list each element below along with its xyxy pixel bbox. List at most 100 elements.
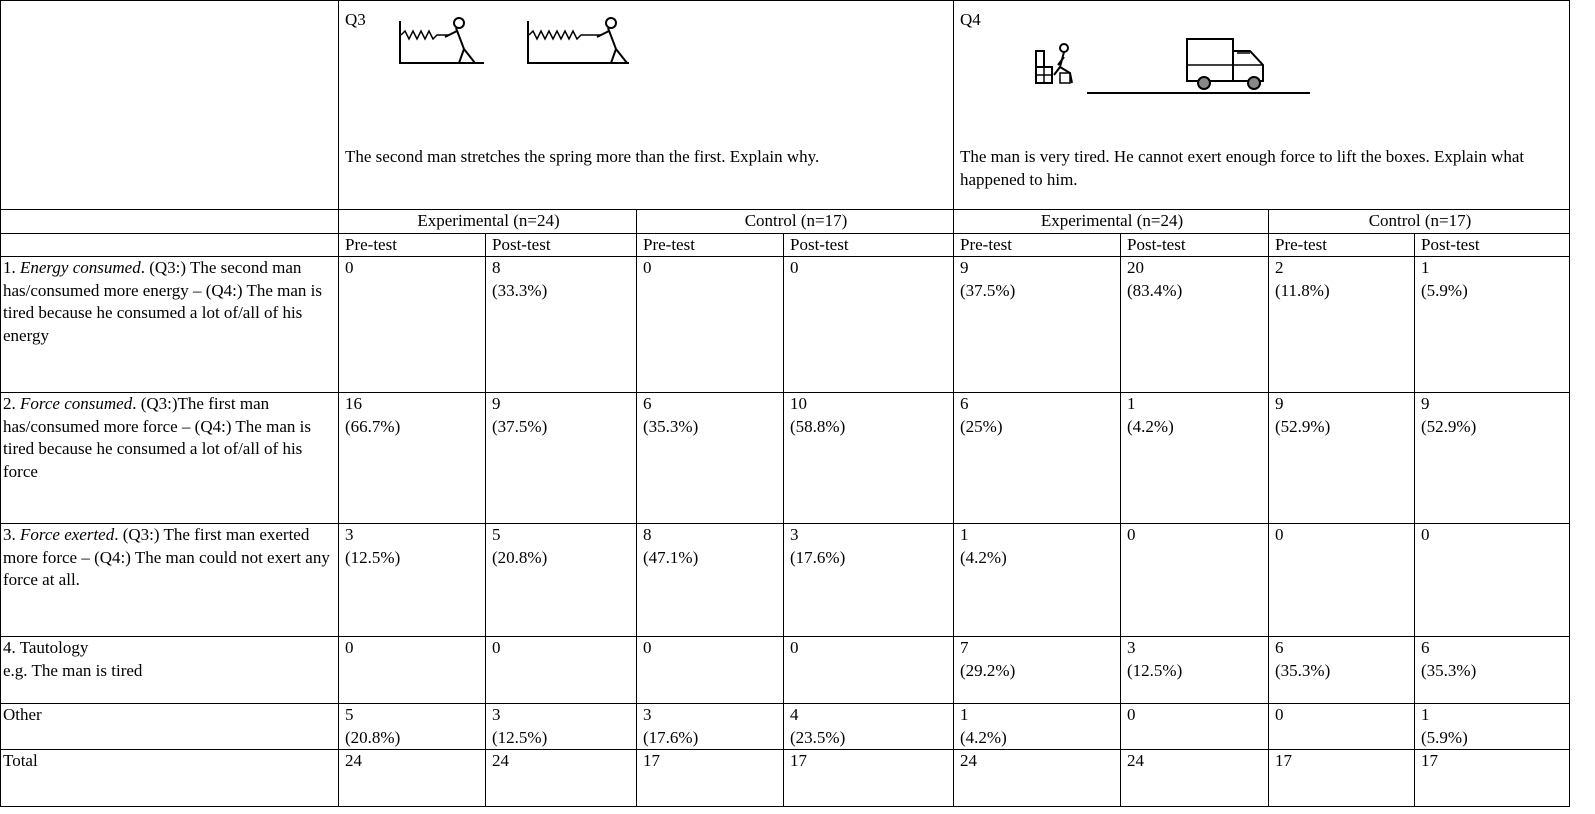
- data-cell: 1 (5.9%): [1414, 703, 1570, 750]
- row-label: 4. Tautology e.g. The man is tired: [0, 636, 339, 704]
- data-cell: 9 (37.5%): [485, 392, 637, 524]
- row-label: Other: [0, 703, 339, 750]
- percent: (37.5%): [492, 416, 548, 436]
- data-cell: 17: [636, 749, 784, 807]
- label-line: 4. Tautology: [3, 638, 89, 657]
- percent: (17.6%): [643, 727, 699, 747]
- row-label: Total: [0, 749, 339, 807]
- count: 6: [1421, 638, 1430, 657]
- count: 3: [790, 525, 799, 544]
- empty-cell: [0, 209, 339, 234]
- data-cell: 0: [783, 636, 954, 704]
- q4-box: Q4 The man is very tired. He cannot exer…: [955, 2, 1569, 209]
- data-cell: 20 (83.4%): [1120, 256, 1269, 393]
- label-text: . (Q3:)The first man has/consumed more f…: [3, 394, 311, 481]
- percent: (12.5%): [345, 547, 401, 567]
- results-table: Q3 The second man stretches the spring m…: [0, 0, 1570, 807]
- label-line: Total: [3, 751, 38, 770]
- data-cell: 6 (35.3%): [1268, 636, 1415, 704]
- count: 9: [1421, 394, 1430, 413]
- data-cell: 0: [1120, 703, 1269, 750]
- count: 1: [960, 705, 969, 724]
- percent: (23.5%): [790, 727, 846, 747]
- count: 16: [345, 394, 362, 413]
- percent: (52.9%): [1275, 416, 1331, 436]
- count: 0: [492, 638, 501, 657]
- percent: (35.3%): [1421, 660, 1477, 680]
- empty-cell: [0, 0, 339, 210]
- data-row: 3. Force exerted. (Q3:) The first man ex…: [0, 523, 1570, 637]
- subheader: Post-test: [485, 232, 637, 257]
- subheader: Post-test: [1414, 232, 1570, 257]
- data-cell: 3 (12.5%): [485, 703, 637, 750]
- percent: (20.8%): [345, 727, 401, 747]
- data-cell: 10 (58.8%): [783, 392, 954, 524]
- percent: (5.9%): [1421, 280, 1468, 300]
- data-cell: 24: [953, 749, 1121, 807]
- data-cell: 4 (23.5%): [783, 703, 954, 750]
- data-cell: 8 (33.3%): [485, 256, 637, 393]
- count: 8: [643, 525, 652, 544]
- data-row: 1. Energy consumed. (Q3:) The second man…: [0, 256, 1570, 393]
- label-number: 3.: [3, 525, 16, 544]
- data-cell: 3 (12.5%): [338, 523, 486, 637]
- data-cell: 3 (12.5%): [1120, 636, 1269, 704]
- label-number: 2.: [3, 394, 16, 413]
- count: 9: [960, 258, 969, 277]
- data-cell: 1 (4.2%): [953, 523, 1121, 637]
- count: 0: [790, 638, 799, 657]
- data-cell: 0: [1268, 523, 1415, 637]
- percent: (12.5%): [492, 727, 548, 747]
- label-line: Other: [3, 705, 42, 724]
- data-cell: 17: [1414, 749, 1570, 807]
- count: 5: [345, 705, 354, 724]
- data-cell: 0: [338, 256, 486, 393]
- count: 0: [1275, 525, 1284, 544]
- percent: (4.2%): [960, 547, 1007, 567]
- percent: (5.9%): [1421, 727, 1468, 747]
- q4-cell: Q4 The man is very tired. He cannot exer…: [953, 0, 1570, 210]
- count: 0: [1127, 525, 1136, 544]
- data-cell: 1 (4.2%): [953, 703, 1121, 750]
- count: 17: [1275, 751, 1292, 770]
- count: 20: [1127, 258, 1144, 277]
- data-cell: 0: [338, 636, 486, 704]
- count: 1: [960, 525, 969, 544]
- percent: (25%): [960, 416, 1003, 436]
- count: 17: [1421, 751, 1438, 770]
- count: 6: [643, 394, 652, 413]
- subheader: Pre-test: [636, 232, 784, 257]
- percent: (58.8%): [790, 416, 846, 436]
- count: 17: [790, 751, 807, 770]
- data-cell: 7 (29.2%): [953, 636, 1121, 704]
- count: 1: [1421, 705, 1430, 724]
- count: 6: [960, 394, 969, 413]
- count: 3: [345, 525, 354, 544]
- data-cell: 0: [485, 636, 637, 704]
- empty-cell: [0, 232, 339, 257]
- data-cell: 9 (37.5%): [953, 256, 1121, 393]
- subheader: Pre-test: [953, 232, 1121, 257]
- data-cell: 9 (52.9%): [1268, 392, 1415, 524]
- data-row: Other 5 (20.8%) 3 (12.5%) 3 (17.6%) 4 (23.5%) 1 (4…: [0, 703, 1570, 750]
- data-cell: 5 (20.8%): [485, 523, 637, 637]
- data-cell: 6 (25%): [953, 392, 1121, 524]
- data-cell: 0: [636, 256, 784, 393]
- data-cell: 3 (17.6%): [783, 523, 954, 637]
- label-number: 1.: [3, 258, 16, 277]
- data-row: 4. Tautology e.g. The man is tired 0 0 0 0 7 (2…: [0, 636, 1570, 704]
- count: 8: [492, 258, 501, 277]
- data-row: 2. Force consumed. (Q3:)The first man ha…: [0, 392, 1570, 524]
- count: 0: [790, 258, 799, 277]
- q4-label: Q4: [960, 10, 981, 29]
- data-cell: 24: [338, 749, 486, 807]
- percent: (4.2%): [960, 727, 1007, 747]
- q3-cell: Q3 The second man stretches the spring m…: [338, 0, 954, 210]
- count: 3: [492, 705, 501, 724]
- count: 0: [1421, 525, 1430, 544]
- data-cell: 24: [1120, 749, 1269, 807]
- label-line: e.g. The man is tired: [3, 660, 143, 680]
- percent: (83.4%): [1127, 280, 1183, 300]
- data-cell: 8 (47.1%): [636, 523, 784, 637]
